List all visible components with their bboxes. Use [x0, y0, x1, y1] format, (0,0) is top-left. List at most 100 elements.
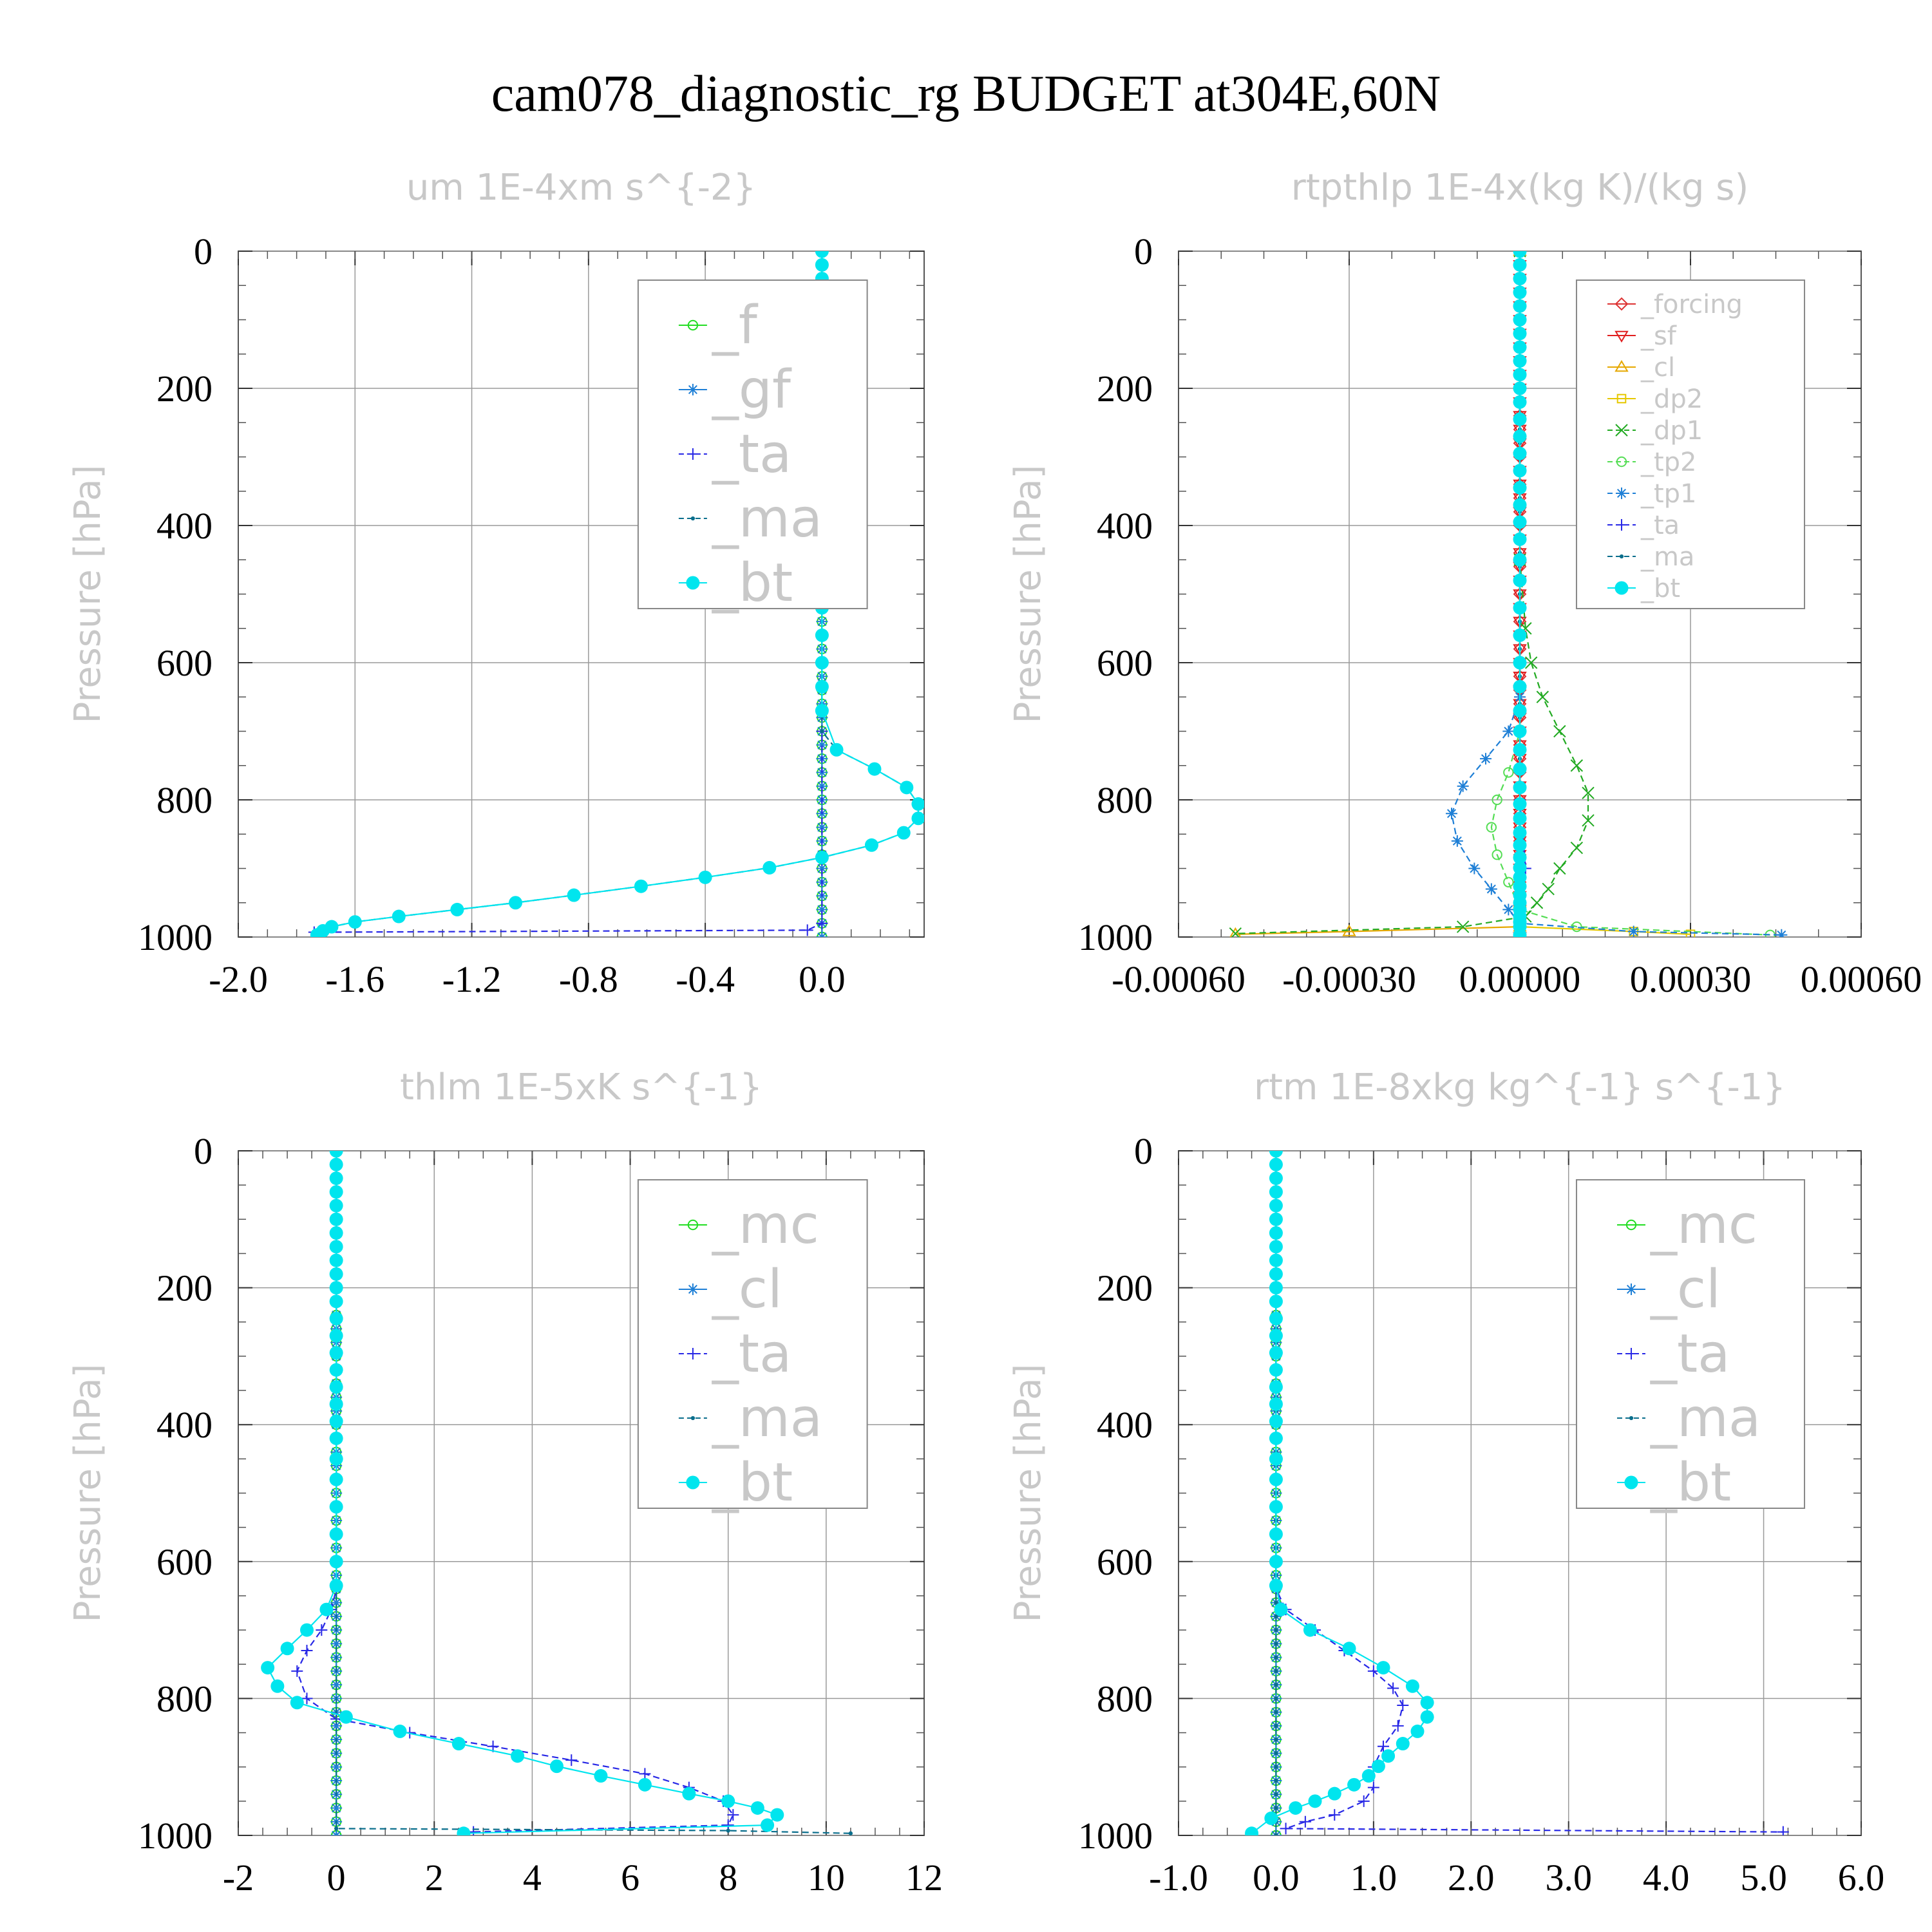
legend-marker — [1615, 297, 1629, 311]
legend-label: _mc — [712, 1195, 819, 1256]
series-bt-point — [329, 1281, 343, 1295]
x-tick-label: -0.4 — [676, 958, 735, 1000]
series-ta-point — [1392, 1719, 1404, 1732]
series-bt-point — [329, 1212, 343, 1226]
series-group — [261, 1151, 853, 1835]
legend-marker — [1615, 488, 1627, 499]
legend-item-ma: _ma — [678, 1388, 822, 1449]
series-ma-point — [1274, 1600, 1278, 1605]
series-bt-point — [1269, 1500, 1283, 1514]
series-bt-point — [1269, 1240, 1283, 1254]
y-tick-label: 800 — [1097, 1678, 1153, 1719]
series-tp1-point — [1776, 929, 1788, 937]
legend-item-tp2: _tp2 — [1607, 448, 1697, 477]
series-bt-point — [567, 888, 581, 902]
series-bt-point — [1513, 354, 1527, 368]
series-tp1-point — [1480, 753, 1492, 765]
x-tick-label: 4.0 — [1643, 1857, 1690, 1899]
y-tick-label: 400 — [156, 505, 213, 547]
series-bt-point — [864, 838, 878, 852]
y-tick-label: 600 — [156, 1541, 213, 1583]
series-bt-point — [329, 1185, 343, 1199]
series-ta — [291, 1151, 739, 1835]
series-cl-point — [330, 1638, 343, 1650]
series-bt-point — [1513, 724, 1527, 738]
x-tick-label: 10 — [808, 1857, 845, 1899]
series-bt-point — [1269, 1226, 1283, 1240]
x-tick-label: -1.6 — [325, 958, 384, 1000]
series-ta-point — [301, 1644, 313, 1656]
y-tick-label: 0 — [1134, 231, 1153, 272]
series-group — [1229, 251, 1788, 937]
legend-item-cl: _cl — [678, 1259, 782, 1320]
legend-label: _ma — [712, 1388, 822, 1449]
series-ma-point — [1274, 1627, 1278, 1633]
series-dp1-point — [1553, 724, 1566, 738]
legend-marker — [686, 576, 700, 590]
legend-item-gf: _gf — [678, 359, 792, 421]
series-tp2-point — [1492, 794, 1502, 806]
series-bt-point — [1513, 573, 1527, 587]
legend-marker — [687, 1348, 699, 1359]
legend-box — [637, 279, 868, 609]
series-bt-point — [911, 811, 924, 826]
x-tick-label: -1.0 — [1149, 1857, 1208, 1899]
series-bt-point — [1513, 743, 1527, 757]
legend-label: _f — [712, 295, 759, 356]
legend-label: _ma — [1640, 542, 1694, 572]
panel-2: rtpthlp 1E-4x(kg K)/(kg s) Pressure [hPa]… — [1007, 167, 1922, 1000]
panel-title: rtpthlp 1E-4x(kg K)/(kg s) — [1291, 167, 1749, 209]
x-tick-label: 2 — [425, 1857, 444, 1899]
series-dp1-point — [1456, 920, 1470, 933]
x-tick-label: 3.0 — [1545, 1857, 1592, 1899]
series-bt-point — [1269, 1578, 1283, 1593]
series-bt-point — [1513, 553, 1527, 567]
series-bt-point — [638, 1777, 652, 1792]
series-ta-point — [1777, 1826, 1789, 1835]
series-bt-point — [1269, 1157, 1283, 1171]
legend-marker — [1615, 581, 1629, 595]
x-tick-label: 8 — [719, 1857, 737, 1899]
series-bt-point — [1513, 781, 1527, 795]
x-tick-label: -0.00060 — [1112, 958, 1245, 1000]
legend-label: _bt — [712, 553, 793, 614]
series-bt-point — [815, 850, 829, 864]
legend-label: _ta — [1640, 511, 1680, 540]
y-tick-label: 800 — [156, 779, 213, 821]
legend-marker — [1629, 1416, 1634, 1421]
series-dp1-point — [1524, 656, 1538, 669]
legend-item-f: _f — [678, 295, 759, 356]
x-tick-label: -2 — [223, 1857, 254, 1899]
series-ma-point — [848, 1831, 853, 1835]
series-ma-point — [820, 729, 824, 734]
series-ma-point — [1274, 1655, 1278, 1660]
series-bt-point — [815, 704, 829, 718]
series-ta-point — [639, 1768, 651, 1780]
series-bt-point — [1513, 860, 1527, 875]
series-gf-point — [816, 931, 828, 937]
legend-label: _bt — [712, 1452, 793, 1513]
series-cl-point — [330, 1830, 343, 1835]
series-bt-point — [1269, 1171, 1283, 1186]
series-bt-point — [329, 1363, 343, 1377]
legend-marker — [686, 1475, 700, 1490]
series-bt-point — [1342, 1642, 1356, 1656]
series-bt-point — [329, 1414, 343, 1428]
series-bt-point — [1376, 1661, 1390, 1675]
x-tick-label: -1.2 — [442, 958, 502, 1000]
legend-label: _ma — [1650, 1388, 1761, 1449]
series-bt-point — [1513, 762, 1527, 776]
series-ma-point — [1274, 1723, 1278, 1728]
series-dp1-point — [1570, 841, 1584, 855]
figure-title: cam078_diagnostic_rg BUDGET at304E,60N — [491, 66, 1441, 122]
series-bt-point — [1269, 1397, 1283, 1411]
series-tp1-point — [1485, 883, 1497, 895]
x-tick-label: 0 — [327, 1857, 346, 1899]
series-bt-point — [1269, 1151, 1283, 1158]
y-tick-label: 600 — [1097, 642, 1153, 684]
series-bt-point — [329, 1500, 343, 1514]
series-dp1-point — [1582, 814, 1595, 827]
y-tick-label: 600 — [156, 642, 213, 684]
legend-marker — [1625, 1283, 1637, 1295]
series-bt-point — [1269, 1281, 1283, 1295]
